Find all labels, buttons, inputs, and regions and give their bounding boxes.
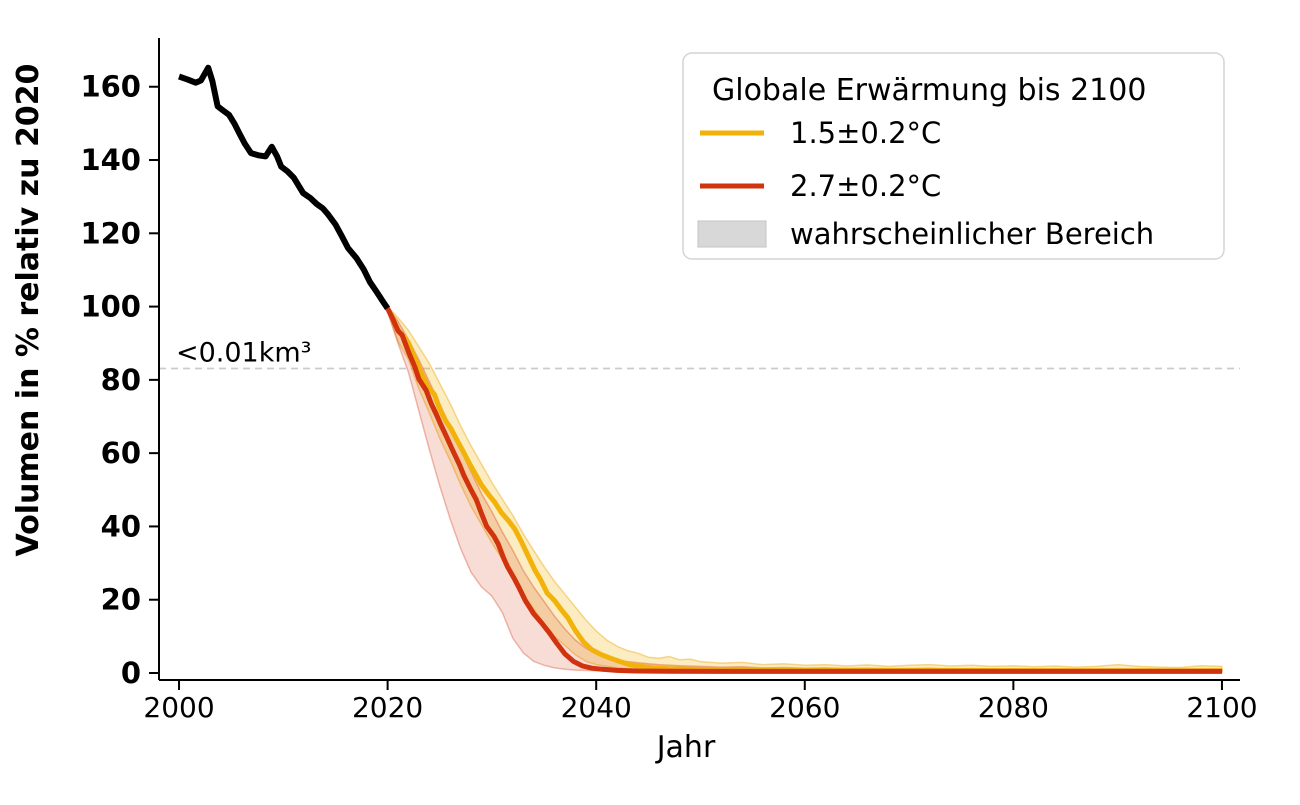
line-historical (178, 64, 391, 311)
threshold-label: <0.01km³ (176, 338, 312, 369)
line-warming-2.7C (385, 307, 1222, 674)
y-tick-label: 20 (101, 583, 141, 617)
legend-box (682, 52, 1225, 260)
y-axis-title: Volumen in % relativ zu 2020 (11, 64, 46, 557)
legend-entry-label: wahrscheinlicher Bereich (790, 217, 1154, 251)
legend-entry-label: 2.7±0.2°C (790, 169, 941, 203)
x-tick-label: 2020 (352, 691, 423, 724)
y-tick-label: 100 (80, 290, 141, 324)
x-tick-label: 2100 (1186, 691, 1257, 724)
legend-entry-label: 1.5±0.2°C (790, 116, 941, 150)
y-tick-label: 60 (101, 436, 141, 470)
y-tick-label: 160 (80, 70, 141, 104)
x-tick-label: 2040 (561, 691, 632, 724)
y-tick-label: 40 (101, 509, 141, 543)
uncertainty-band-warming-2.7C (386, 305, 1223, 673)
x-axis-title: Jahr (655, 730, 716, 765)
x-tick-label: 2080 (978, 691, 1049, 724)
legend-title: Globale Erwärmung bis 2100 (712, 73, 1146, 108)
y-tick-label: 140 (80, 143, 141, 177)
legend-swatch-patch (697, 220, 767, 248)
legend: Globale Erwärmung bis 2100 1.5±0.2°C 2.7±0… (682, 52, 1225, 260)
x-tick-label: 2060 (769, 691, 840, 724)
y-tick-label: 80 (101, 363, 141, 397)
y-tick-label: 0 (121, 656, 141, 690)
y-tick-label: 120 (80, 216, 141, 250)
x-tick-label: 2000 (143, 691, 214, 724)
